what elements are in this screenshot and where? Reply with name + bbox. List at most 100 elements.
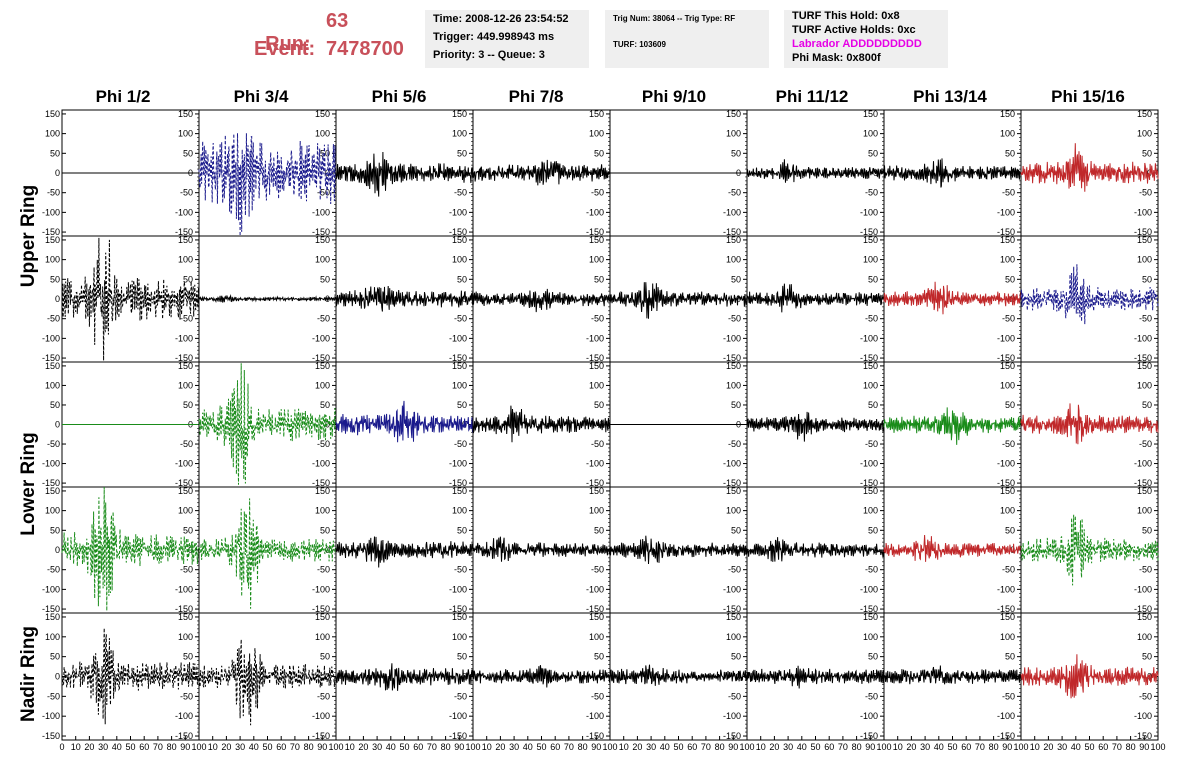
- y-tick-label: -150: [586, 227, 604, 237]
- y-tick-label: 150: [452, 235, 467, 245]
- waveform-line: [609, 282, 748, 319]
- y-tick-label: -150: [312, 227, 330, 237]
- waveform-line: [1020, 514, 1159, 586]
- y-tick-label: -150: [312, 731, 330, 741]
- waveform-line: [335, 400, 474, 443]
- y-tick-label: 50: [868, 652, 878, 662]
- y-tick-label: 150: [1137, 612, 1152, 622]
- y-tick-label: 50: [457, 652, 467, 662]
- y-tick-label: 50: [1142, 525, 1152, 535]
- waveform-line: [1020, 654, 1159, 699]
- x-tick-label: 10: [71, 742, 81, 752]
- run-label: Run:: [254, 10, 311, 56]
- event-value: 7478700: [326, 38, 404, 60]
- waveform-line: [198, 363, 337, 485]
- column-title-phi-1-2: Phi 1/2: [95, 87, 151, 106]
- y-tick-label: 100: [452, 255, 467, 265]
- y-tick-label: 50: [183, 400, 193, 410]
- y-tick-label: 150: [315, 361, 330, 371]
- y-tick-label: -100: [860, 333, 878, 343]
- column-title-phi-7-8: Phi 7/8: [508, 87, 564, 106]
- y-tick-label: -150: [1134, 353, 1152, 363]
- x-tick-label: 80: [989, 742, 999, 752]
- phi-mask-text: Phi Mask: 0x800f: [792, 52, 881, 64]
- y-tick-label: -100: [723, 459, 741, 469]
- y-tick-label: -150: [312, 353, 330, 363]
- x-tick-label: 20: [906, 742, 916, 752]
- waveform-line: [609, 664, 748, 686]
- y-tick-label: -100: [312, 584, 330, 594]
- y-tick-label: -150: [723, 227, 741, 237]
- y-tick-label: -50: [728, 565, 741, 575]
- y-tick-label: 150: [452, 109, 467, 119]
- waveform-line: [198, 133, 337, 237]
- x-tick-label: 60: [139, 742, 149, 752]
- x-tick-label: 60: [824, 742, 834, 752]
- waveform-line: [335, 663, 474, 691]
- y-tick-label: -50: [1002, 565, 1015, 575]
- y-tick-label: 100: [178, 255, 193, 265]
- x-tick-label: 90: [591, 742, 601, 752]
- y-tick-label: -150: [175, 604, 193, 614]
- x-tick-label: 60: [961, 742, 971, 752]
- x-tick-label: 20: [495, 742, 505, 752]
- y-tick-label: -150: [1134, 731, 1152, 741]
- waveform-line: [1020, 143, 1159, 192]
- y-tick-label: -100: [997, 459, 1015, 469]
- y-tick-label: 100: [1000, 632, 1015, 642]
- y-tick-label: 150: [726, 486, 741, 496]
- y-tick-label: -50: [1139, 439, 1152, 449]
- y-tick-label: 100: [589, 506, 604, 516]
- y-tick-label: 150: [1000, 361, 1015, 371]
- y-tick-label: -150: [586, 478, 604, 488]
- waveform-line: [746, 283, 885, 313]
- x-tick-label: 10: [756, 742, 766, 752]
- x-tick-label: 40: [523, 742, 533, 752]
- y-tick-label: 100: [863, 129, 878, 139]
- waveform-line: [472, 288, 611, 313]
- y-tick-label: -100: [175, 459, 193, 469]
- x-tick-label: 10: [208, 742, 218, 752]
- y-tick-label: 50: [183, 652, 193, 662]
- y-tick-label: -100: [312, 207, 330, 217]
- y-tick-label: -50: [865, 691, 878, 701]
- x-tick-label: 20: [84, 742, 94, 752]
- x-tick-label: 70: [701, 742, 711, 752]
- y-tick-label: 50: [868, 400, 878, 410]
- waveform-line: [883, 158, 1022, 188]
- y-tick-label: -100: [1134, 333, 1152, 343]
- x-tick-label: 40: [249, 742, 259, 752]
- y-tick-label: -150: [312, 478, 330, 488]
- y-tick-label: 100: [1000, 255, 1015, 265]
- y-tick-label: -150: [860, 731, 878, 741]
- y-tick-label: -100: [586, 207, 604, 217]
- y-tick-label: 150: [726, 361, 741, 371]
- y-tick-label: -50: [591, 314, 604, 324]
- y-tick-label: -150: [449, 227, 467, 237]
- x-tick-label: 30: [235, 742, 245, 752]
- waveform-line: [335, 285, 474, 312]
- waveform-line: [746, 159, 885, 183]
- y-tick-label: 50: [1142, 148, 1152, 158]
- y-tick-label: 50: [320, 652, 330, 662]
- y-tick-label: 100: [178, 380, 193, 390]
- y-tick-label: -150: [723, 353, 741, 363]
- y-tick-label: 50: [1005, 652, 1015, 662]
- x-tick-label: 50: [1084, 742, 1094, 752]
- y-tick-label: 50: [1005, 148, 1015, 158]
- y-tick-label: -50: [1002, 691, 1015, 701]
- waveform-line: [61, 628, 200, 725]
- x-tick-label: 50: [262, 742, 272, 752]
- x-tick-label: 90: [454, 742, 464, 752]
- y-tick-label: -150: [860, 227, 878, 237]
- y-tick-label: 50: [320, 525, 330, 535]
- y-tick-label: 100: [452, 380, 467, 390]
- y-tick-label: -150: [586, 731, 604, 741]
- y-tick-label: -100: [723, 207, 741, 217]
- waveform-line: [746, 665, 885, 689]
- trig-text: Trig Num: 38064 -- Trig Type: RF: [613, 14, 736, 23]
- waveform-line: [473, 536, 611, 562]
- y-tick-label: -50: [865, 188, 878, 198]
- y-tick-label: 0: [599, 294, 604, 304]
- y-tick-label: 150: [178, 612, 193, 622]
